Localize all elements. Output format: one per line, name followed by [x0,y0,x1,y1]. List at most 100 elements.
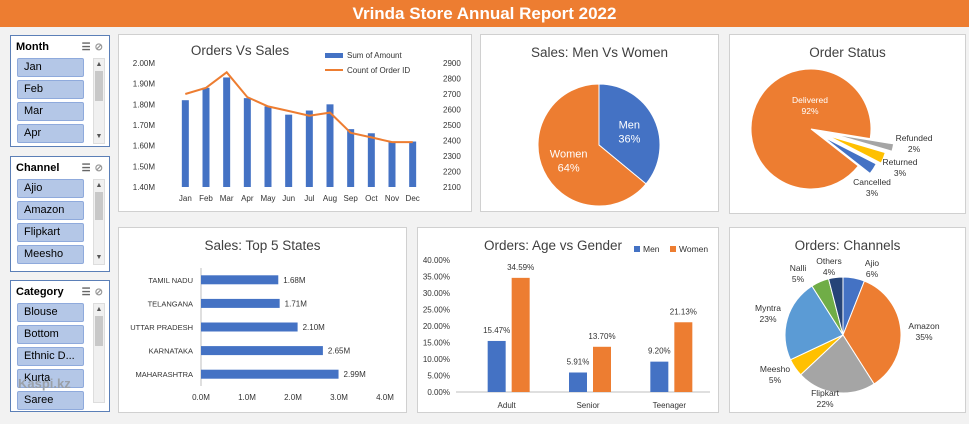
x-tick-label: Feb [199,194,213,203]
chart-title: Orders: Age vs Gender [483,238,623,253]
scroll-thumb[interactable] [95,192,103,220]
slicer-items: Jan Feb Mar Apr ▲ ▼ [11,58,109,144]
slice-label-returned: Returned [883,157,918,167]
slicer-scrollbar[interactable]: ▲ ▼ [93,179,105,265]
order-status-card: Order Status Delivered 92% Refunded 2% Retur… [729,34,966,214]
legend-swatch-sum-of-amount [325,53,343,58]
slice-label-refunded: Refunded [896,133,933,143]
x-tick-label: Senior [576,401,599,410]
multi-select-icon[interactable]: ☰ [81,286,91,298]
scroll-up-icon[interactable]: ▲ [95,61,103,68]
scroll-up-icon[interactable]: ▲ [95,306,103,313]
slice-label-flipkart: Flipkart [811,388,840,398]
data-label: 34.59% [507,263,534,272]
orders-vs-sales-card: Orders Vs Sales 1.40M 1.50M 1.60M 1.70M 1.80… [118,34,472,212]
top-states-chart: 0.0M 1.0M 2.0M 3.0M 4.0M TAMIL NADU 1.68M TELAN… [130,268,394,402]
y-tick-label: 40.00% [423,256,450,265]
legend-label-sum-of-amount: Sum of Amount [347,51,402,60]
category-slicer[interactable]: Category ☰ ⊘ Blouse Bottom Ethnic D... K… [10,280,110,412]
slicer-item-bottom[interactable]: Bottom [17,325,84,344]
x-tick-label: Oct [365,194,378,203]
bar-karnataka [201,346,323,356]
slice-percent-ajio: 6% [866,269,879,279]
slicer-item-amazon[interactable]: Amazon [17,201,84,220]
bar-feb [202,87,210,187]
scroll-thumb[interactable] [95,71,103,101]
y-right-tick-label: 2700 [443,90,461,99]
slicer-item-feb[interactable]: Feb [17,80,84,99]
orders-vs-sales-chart: 1.40M 1.50M 1.60M 1.70M 1.80M 1.90M 2.00M 2100 2… [133,51,462,203]
order-status-chart: Delivered92%Refunded2%Returned3%Cancelle… [750,68,933,198]
bar-jun [285,114,293,187]
slicer-item-meesho[interactable]: Meesho [17,245,84,264]
data-label: 5.91% [567,357,590,366]
slicer-item-apr[interactable]: Apr [17,124,84,143]
slice-percent-others: 4% [823,267,836,277]
slicer-item-ethnic-dress[interactable]: Ethnic D... [17,347,84,366]
bar-nov [388,141,396,187]
bar-senior-men [569,372,587,392]
men-vs-women-card: Sales: Men Vs Women Men 36% Women 64% [480,34,719,212]
pie-slice-returned [827,135,886,164]
chart-title: Sales: Top 5 States [204,238,321,253]
clear-filter-icon[interactable]: ⊘ [94,286,103,298]
x-tick-label: 1.0M [238,393,256,402]
legend-label-count-of-order-id: Count of Order ID [347,66,410,75]
scroll-down-icon[interactable]: ▼ [95,254,103,261]
scroll-up-icon[interactable]: ▲ [95,182,103,189]
slicer-item-flipkart[interactable]: Flipkart [17,223,84,242]
age-vs-gender-card: Orders: Age vs Gender 0.00% 5.00% 10.00% 15… [417,227,719,413]
slicer-item-ajio[interactable]: Ajio [17,179,84,198]
slicer-item-blouse[interactable]: Blouse [17,303,84,322]
slicer-item-jan[interactable]: Jan [17,58,84,77]
age-vs-gender-chart: 0.00% 5.00% 10.00% 15.00% 20.00% 25.00% 30.00%… [423,244,710,410]
clear-filter-icon[interactable]: ⊘ [94,162,103,174]
channel-slicer[interactable]: Channel ☰ ⊘ Ajio Amazon Flipkart Meesho … [10,156,110,272]
multi-select-icon[interactable]: ☰ [81,41,91,53]
slice-percent-meesho: 5% [769,375,782,385]
y-tick-label: 15.00% [423,339,450,348]
slicer-scrollbar[interactable]: ▲ ▼ [93,58,105,144]
slice-label-men: Men [619,120,640,132]
x-tick-label: Adult [498,401,517,410]
channels-card: Orders: Channels Ajio 6% Amazon 35% Flipkart… [729,227,966,413]
slicer-scrollbar[interactable]: ▲ [93,303,105,403]
y-left-tick-label: 1.40M [133,183,156,192]
y-tick-label: 0.00% [427,388,450,397]
y-tick-label: MAHARASHTRA [135,370,193,379]
bar-uttar-pradesh [201,322,298,332]
slice-percent-returned: 3% [894,168,907,178]
legend-label-women: Women [679,244,708,254]
slicer-item-kurta[interactable]: Kurta [17,369,84,388]
pie-slice-flipkart [800,334,875,394]
data-label: 21.13% [670,307,697,316]
scroll-thumb[interactable] [95,316,103,346]
bar-dec [409,141,417,187]
bar-apr [243,98,251,187]
x-tick-label: 0.0M [192,393,210,402]
y-right-tick-label: 2500 [443,121,461,130]
y-tick-label: KARNATAKA [149,347,193,356]
slicer-item-saree[interactable]: Saree [17,391,84,410]
chart-title: Order Status [809,45,886,60]
slicer-item-mar[interactable]: Mar [17,102,84,121]
x-tick-label: Jun [282,194,295,203]
pie-slice-men [598,83,661,185]
y-right-tick-label: 2200 [443,168,461,177]
x-tick-label: Mar [220,194,234,203]
clear-filter-icon[interactable]: ⊘ [94,41,103,53]
slicer-title-channel: Channel [16,162,60,174]
channels-chart: Ajio6%Amazon35%Flipkart22%Meesho5%Myntra… [755,256,940,409]
month-slicer[interactable]: Month ☰ ⊘ Jan Feb Mar Apr ▲ ▼ [10,35,110,147]
x-tick-label: Nov [385,194,399,203]
data-label: 9.20% [648,347,671,356]
x-tick-label: 4.0M [376,393,394,402]
multi-select-icon[interactable]: ☰ [81,162,91,174]
scroll-down-icon[interactable]: ▼ [95,133,103,140]
x-tick-label: Sep [344,194,359,203]
line-count-of-order-id [185,70,413,144]
chart-title: Orders Vs Sales [190,43,290,58]
data-label: 1.68M [283,276,306,285]
bar-teenager-women [674,322,693,392]
pie-slice-delivered [750,68,872,190]
